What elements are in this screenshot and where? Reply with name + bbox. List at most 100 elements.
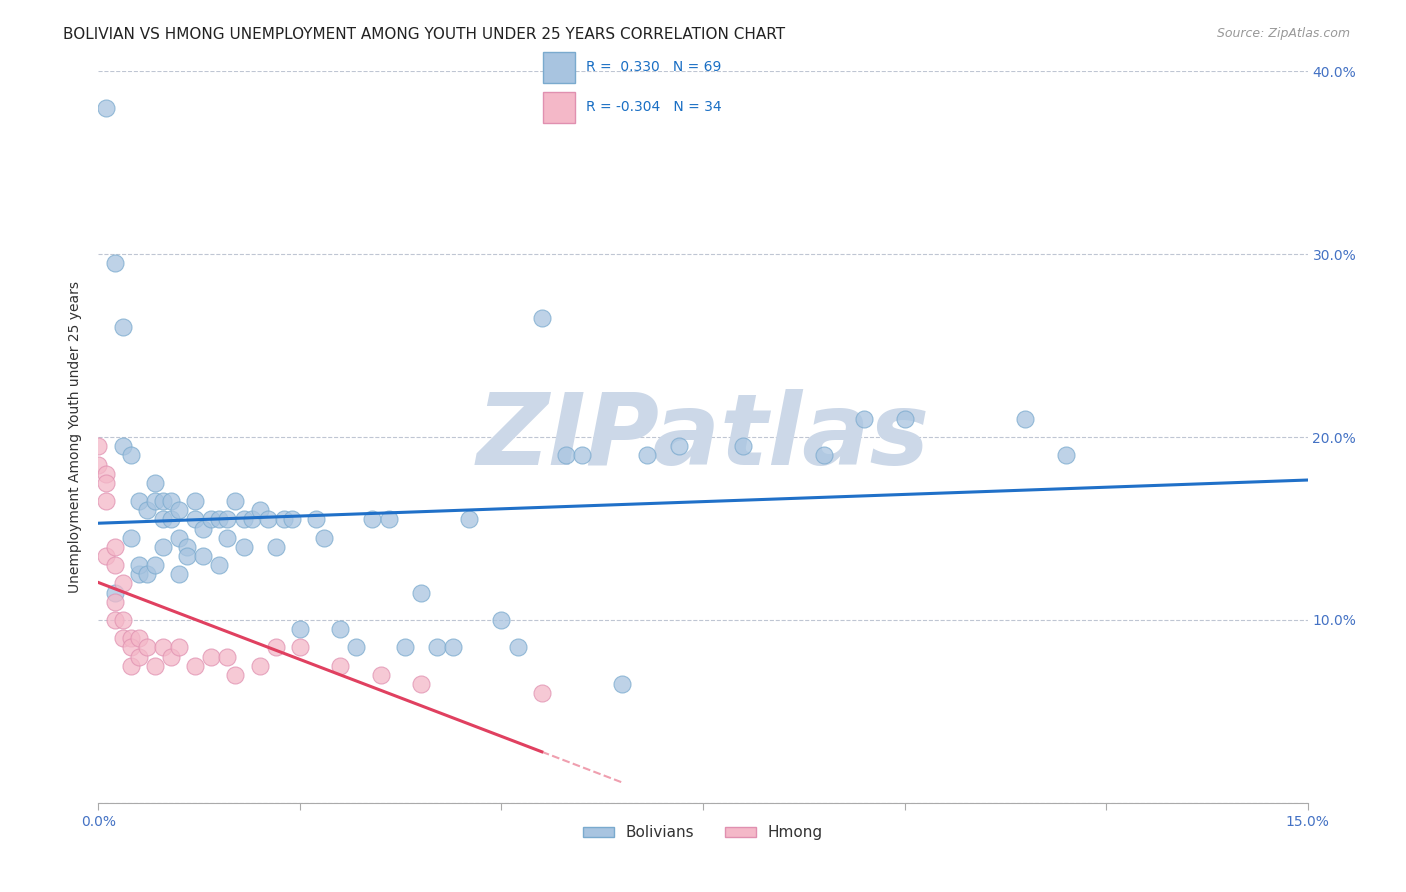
Point xyxy=(120,632,142,646)
Point xyxy=(224,494,246,508)
Point xyxy=(217,512,239,526)
Point xyxy=(135,503,157,517)
Point xyxy=(152,640,174,655)
Point xyxy=(103,256,125,270)
Point xyxy=(636,448,658,462)
Point xyxy=(530,311,553,326)
Point xyxy=(128,567,150,582)
Point xyxy=(96,549,118,563)
Point xyxy=(491,613,513,627)
Point xyxy=(96,101,118,115)
Text: BOLIVIAN VS HMONG UNEMPLOYMENT AMONG YOUTH UNDER 25 YEARS CORRELATION CHART: BOLIVIAN VS HMONG UNEMPLOYMENT AMONG YOU… xyxy=(63,27,786,42)
Point xyxy=(167,640,190,655)
Point xyxy=(103,585,125,599)
Point xyxy=(458,512,481,526)
Text: Source: ZipAtlas.com: Source: ZipAtlas.com xyxy=(1216,27,1350,40)
Point xyxy=(111,320,134,334)
Point xyxy=(668,439,690,453)
Point xyxy=(120,640,142,655)
Point xyxy=(893,412,915,426)
Point xyxy=(409,677,432,691)
Point xyxy=(87,439,110,453)
Point xyxy=(176,540,198,554)
Point xyxy=(200,512,222,526)
Point xyxy=(853,412,876,426)
Point xyxy=(370,667,392,681)
Point xyxy=(103,594,125,608)
Point xyxy=(111,439,134,453)
Point xyxy=(288,622,311,636)
Text: R =  0.330   N = 69: R = 0.330 N = 69 xyxy=(586,61,721,74)
Point xyxy=(555,448,578,462)
Point xyxy=(288,640,311,655)
Point xyxy=(249,658,271,673)
Point xyxy=(120,448,142,462)
Point xyxy=(96,475,118,490)
Point xyxy=(377,512,399,526)
Y-axis label: Unemployment Among Youth under 25 years: Unemployment Among Youth under 25 years xyxy=(69,281,83,593)
Point xyxy=(135,640,157,655)
Point xyxy=(394,640,416,655)
Point xyxy=(344,640,367,655)
Point xyxy=(167,531,190,545)
Point xyxy=(612,677,634,691)
Point xyxy=(128,494,150,508)
Point xyxy=(264,640,287,655)
Point xyxy=(232,540,254,554)
Point xyxy=(208,558,231,573)
Point xyxy=(143,558,166,573)
Point xyxy=(217,649,239,664)
Point xyxy=(813,448,835,462)
Point xyxy=(441,640,464,655)
Point xyxy=(409,585,432,599)
Point xyxy=(128,558,150,573)
Point xyxy=(184,494,207,508)
Point xyxy=(232,512,254,526)
Point xyxy=(160,649,183,664)
Point xyxy=(143,658,166,673)
Point xyxy=(1014,412,1036,426)
Point xyxy=(240,512,263,526)
Point xyxy=(152,512,174,526)
Point xyxy=(200,649,222,664)
Point xyxy=(96,494,118,508)
Point xyxy=(167,567,190,582)
Point xyxy=(530,686,553,700)
Point xyxy=(184,512,207,526)
Point xyxy=(273,512,295,526)
Point xyxy=(143,494,166,508)
Point xyxy=(111,576,134,591)
Point xyxy=(361,512,384,526)
Point xyxy=(224,667,246,681)
Point xyxy=(87,458,110,472)
Point xyxy=(571,448,593,462)
Point xyxy=(103,540,125,554)
Point xyxy=(176,549,198,563)
Point xyxy=(152,494,174,508)
Point xyxy=(160,494,183,508)
Bar xyxy=(543,53,575,83)
Point xyxy=(314,531,336,545)
Point xyxy=(256,512,278,526)
Point xyxy=(733,439,755,453)
Point xyxy=(208,512,231,526)
Point xyxy=(111,632,134,646)
Point xyxy=(103,558,125,573)
Point xyxy=(281,512,304,526)
Text: R = -0.304   N = 34: R = -0.304 N = 34 xyxy=(586,100,723,114)
Point xyxy=(184,658,207,673)
Point xyxy=(506,640,529,655)
Point xyxy=(96,467,118,481)
Point xyxy=(152,540,174,554)
Point xyxy=(167,503,190,517)
Point xyxy=(103,613,125,627)
Point xyxy=(128,649,150,664)
Point xyxy=(217,531,239,545)
Point xyxy=(305,512,328,526)
Point xyxy=(160,512,183,526)
Point xyxy=(120,658,142,673)
Point xyxy=(128,632,150,646)
Point xyxy=(193,521,215,535)
Point xyxy=(193,549,215,563)
Point xyxy=(143,475,166,490)
